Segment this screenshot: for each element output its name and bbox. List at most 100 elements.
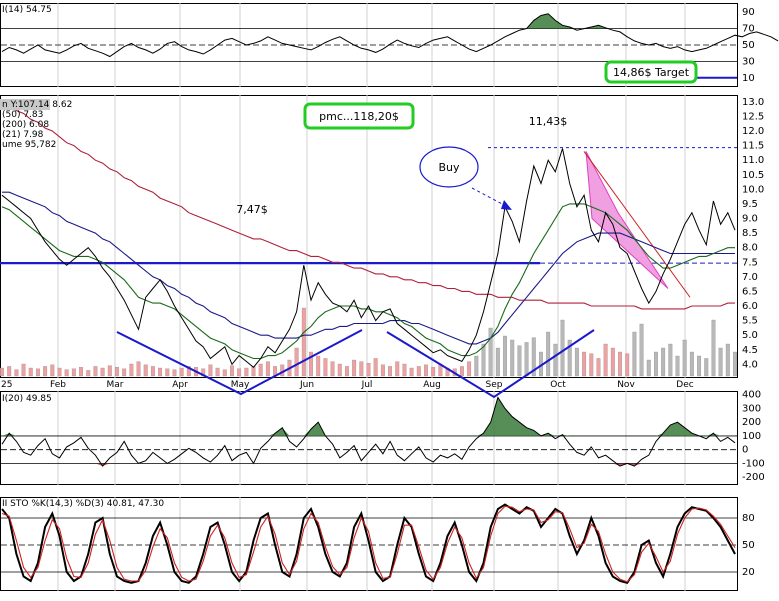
y-axes: 90 70 50 30 10 13.0 12.5 12.0 11.5 11.0 10.5 10.0 9.… <box>1 7 765 578</box>
volume-bar <box>258 363 263 377</box>
price-legend: n Y:107.14 8.62(50) 7.83(200) 6.08(21) 7… <box>0 99 72 150</box>
sto-tick-label: 50 <box>742 540 755 551</box>
volume-bar <box>388 366 393 377</box>
volume-bar <box>14 369 19 377</box>
volume-bar <box>64 369 69 377</box>
volume-bar <box>589 353 594 377</box>
price-tick-label: 6.5 <box>742 286 758 297</box>
price-tick-label: 9.0 <box>742 214 758 225</box>
sto-legend: II STO %K(14,3) %D(3) 40.81, 47.30 <box>2 499 164 509</box>
cci-tick-label: 0 <box>742 445 748 456</box>
volume-bar <box>0 367 4 377</box>
x-tick-label: May <box>231 380 250 390</box>
volume-bar <box>395 361 400 377</box>
volume-bar <box>582 351 587 377</box>
x-tick-label: Jun <box>299 380 314 390</box>
buy-arrowhead <box>501 200 512 210</box>
rsi-tick-label: 50 <box>742 40 755 51</box>
price-legend-entry: n Y:107.14 8.62 <box>2 100 72 110</box>
volume-bar <box>725 343 730 377</box>
target-box <box>604 60 698 84</box>
volume-bar <box>402 363 407 377</box>
x-tick-label: Apr <box>172 380 188 390</box>
price-tick-label: 5.0 <box>742 330 758 341</box>
stochastic-panel <box>1 503 737 584</box>
x-tick-label: Mar <box>107 380 124 390</box>
price-line <box>1 148 736 369</box>
volume-bar <box>93 366 98 377</box>
volume-bar <box>215 367 220 377</box>
volume-bar <box>704 358 709 377</box>
price-legend-entry: (50) 7.83 <box>2 110 43 120</box>
price-tick-label: 11.5 <box>742 141 764 152</box>
cci-tick-label: 400 <box>742 390 761 401</box>
price-tick-label: 10.0 <box>742 184 764 195</box>
volume-bar <box>416 366 421 377</box>
volume-bar <box>35 368 40 377</box>
price-tick-label: 4.0 <box>742 359 758 370</box>
volume-bar <box>323 358 328 377</box>
volume-bar <box>71 368 76 377</box>
rsi-legend: I(14) 54.75 <box>2 5 52 15</box>
volume-bar <box>172 369 177 377</box>
volume-bar <box>474 355 479 377</box>
volume-bar <box>366 363 371 377</box>
volume-bar <box>344 366 349 377</box>
x-tick-label: Oct <box>550 380 566 390</box>
ma-line <box>1 203 735 360</box>
annotations: 14,86$ Target pmc...118,20$ Buy 7,47$ 11… <box>236 60 698 216</box>
month-gridlines <box>57 3 686 591</box>
legends: I(14) 54.75 n Y:107.14 8.62(50) 7.83(200… <box>0 5 164 509</box>
pmc-label: pmc...118,20$ <box>319 110 399 123</box>
volume-bar <box>524 342 529 377</box>
cci-panel-frame <box>0 391 738 485</box>
volume-bar <box>675 355 680 377</box>
volume-bar <box>495 347 500 377</box>
volume-bar <box>50 364 55 377</box>
high-label: 11,43$ <box>529 115 568 128</box>
x-tick-label: 25 <box>1 380 12 390</box>
volume-bar <box>697 355 702 377</box>
sto-tick-label: 80 <box>742 513 755 524</box>
volume-bar <box>610 347 615 377</box>
x-tick-label: Aug <box>423 380 441 390</box>
pmc-box <box>303 102 415 130</box>
volume-bar <box>503 335 507 377</box>
volume-bar <box>352 359 357 377</box>
price-panel <box>0 101 737 399</box>
volume-bar <box>237 368 242 377</box>
buy-label: Buy <box>438 161 460 174</box>
buy-ellipse <box>419 146 479 188</box>
legend-highlight <box>0 99 50 110</box>
price-tick-label: 11.0 <box>742 155 764 166</box>
volume-bar <box>625 353 630 377</box>
pink-flag <box>585 151 669 289</box>
v-pattern-1 <box>116 329 363 396</box>
volume-bar <box>359 361 364 377</box>
volume-bar <box>409 367 414 377</box>
ma-line <box>1 101 735 310</box>
volume-bar <box>208 364 213 377</box>
price-tick-label: 13.0 <box>742 97 764 108</box>
volume-bar <box>294 347 299 377</box>
volume-bar <box>100 367 105 377</box>
price-tick-label: 4.5 <box>742 345 758 356</box>
price-tick-label: 8.0 <box>742 243 758 254</box>
volume-bar <box>265 361 270 377</box>
volume-bar <box>301 307 306 377</box>
volume-bar <box>186 366 191 377</box>
rsi-tick-label: 90 <box>742 7 755 18</box>
volume-bar <box>21 363 26 377</box>
x-tick-label: Feb <box>50 380 66 390</box>
volume-bar <box>654 351 658 377</box>
volume-bar <box>251 366 256 377</box>
volume-bar <box>309 351 313 377</box>
cci-panel <box>1 396 737 467</box>
cci-tick-label: 100 <box>742 431 761 442</box>
volume-bar <box>57 367 62 377</box>
x-tick-label: Dec <box>676 380 693 390</box>
volume-bar <box>733 351 737 377</box>
price-tick-label: 7.5 <box>742 257 758 268</box>
price-tick-label: 10.5 <box>742 170 764 181</box>
